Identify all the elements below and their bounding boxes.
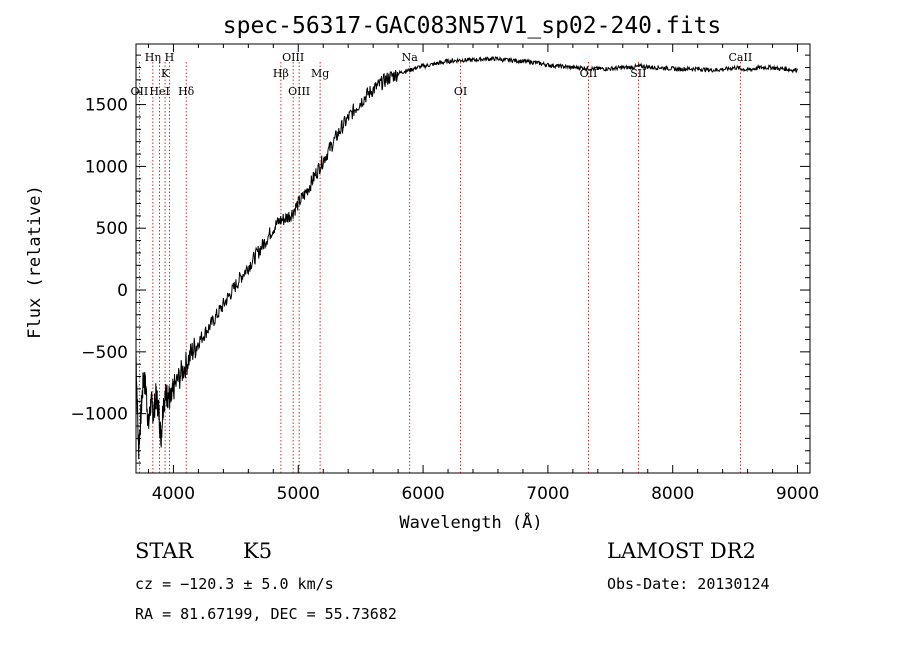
line-marker-label: OII: [580, 67, 598, 80]
y-tick-label: 500: [96, 219, 128, 239]
y-axis: −1000 −500 0 500 1000 1500: [70, 54, 810, 464]
line-marker-label: OI: [454, 85, 467, 98]
cz-value: cz = −120.3 ± 5.0 km/s: [135, 575, 334, 593]
line-marker-label: Hδ: [178, 85, 195, 98]
x-tick-label: 7000: [526, 484, 569, 504]
object-type: STAR: [135, 539, 194, 563]
line-marker-label: OIII: [288, 85, 310, 98]
line-marker-label: Mg: [311, 67, 329, 80]
line-marker-label: CaII: [729, 51, 753, 64]
chart-title: spec-56317-GAC083N57V1_sp02-240.fits: [223, 13, 722, 39]
x-axis: 4000 5000 6000 7000 8000 9000: [147, 44, 819, 504]
spectrum-line: [135, 56, 798, 460]
line-marker-label: OII: [131, 85, 149, 98]
line-marker-label: Hη: [145, 51, 161, 64]
line-marker-label: HeI: [149, 85, 169, 98]
line-marker-label: OIII: [282, 51, 304, 64]
line-marker-label: Na: [402, 51, 419, 64]
x-tick-label: 6000: [401, 484, 444, 504]
line-marker-label: H: [165, 51, 175, 64]
line-marker-label: Hβ: [273, 67, 289, 80]
x-tick-label: 8000: [651, 484, 694, 504]
coordinates: RA = 81.67199, DEC = 55.73682: [135, 605, 397, 623]
line-marker-label: SII: [630, 67, 646, 80]
y-tick-label: 0: [117, 281, 128, 301]
x-axis-label: Wavelength (Å): [399, 511, 542, 533]
y-tick-label: 1000: [85, 157, 128, 177]
obs-date: Obs-Date: 20130124: [607, 575, 770, 593]
line-marker-label: K: [161, 67, 170, 80]
x-tick-label: 5000: [277, 484, 320, 504]
y-axis-label: Flux (relative): [25, 185, 45, 339]
x-tick-label: 9000: [776, 484, 819, 504]
x-tick-label: 4000: [152, 484, 195, 504]
marker-lines: [138, 62, 741, 473]
plot-frame: [135, 43, 811, 474]
subclass: K5: [243, 539, 272, 563]
y-tick-label: −1000: [70, 405, 128, 425]
survey-name: LAMOST DR2: [607, 539, 756, 563]
y-tick-label: −500: [81, 343, 128, 363]
y-tick-label: 1500: [85, 96, 128, 116]
